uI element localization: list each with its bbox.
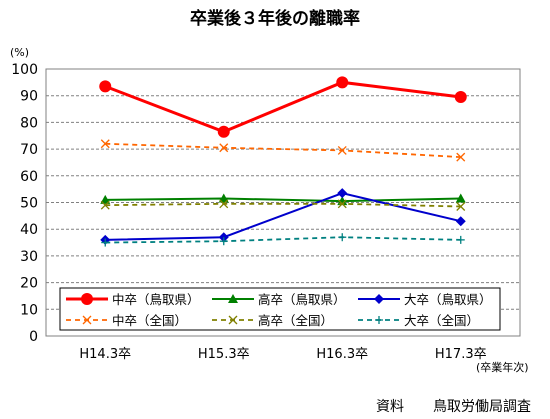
data-point — [100, 194, 111, 204]
y-tick-label: 10 — [20, 302, 38, 318]
y-tick-label: 70 — [20, 142, 38, 158]
data-point — [375, 316, 383, 324]
legend-label: 大卒（鳥取県） — [404, 292, 492, 307]
data-point — [81, 293, 93, 305]
x-tick-label: H17.3卒 — [435, 347, 487, 362]
data-point — [101, 238, 110, 247]
data-point — [82, 315, 92, 325]
data-point — [337, 188, 348, 199]
series-line — [105, 197, 461, 203]
data-point — [218, 232, 229, 243]
y-tick-label: 60 — [20, 169, 38, 185]
y-tick-label: 0 — [29, 329, 38, 345]
legend-box — [59, 287, 501, 331]
source-value: 鳥取労働局調査 — [433, 399, 531, 415]
y-tick-label: 80 — [20, 115, 38, 131]
x-axis-suffix: (卒業年次) — [476, 361, 529, 374]
y-tick-label: 20 — [20, 276, 38, 292]
x-tick-label: H15.3卒 — [198, 347, 250, 362]
data-point — [336, 76, 349, 89]
data-point — [228, 294, 238, 303]
data-point — [217, 125, 230, 138]
data-point — [218, 193, 229, 203]
series-line — [104, 80, 461, 134]
data-point — [337, 145, 347, 155]
data-point — [456, 235, 465, 244]
series-line — [105, 192, 461, 241]
y-tick-label: 40 — [20, 222, 38, 238]
chart-title: 卒業後３年後の離職率 — [190, 9, 360, 29]
source-label: 資料 — [376, 399, 404, 415]
legend-label: 高卒（鳥取県） — [258, 292, 346, 307]
legend-label: 中卒（鳥取県） — [112, 292, 200, 307]
y-tick-label: 30 — [20, 249, 38, 265]
y-tick-label: 50 — [20, 196, 38, 212]
x-tick-label: H16.3卒 — [316, 347, 368, 362]
data-point — [99, 80, 112, 93]
data-point — [338, 233, 347, 242]
y-tick-label: 100 — [11, 62, 38, 78]
data-point — [455, 216, 466, 227]
y-tick-label: 90 — [20, 89, 38, 105]
data-point — [219, 237, 228, 246]
data-point — [456, 152, 466, 162]
legend-label: 大卒（全国） — [404, 313, 479, 328]
y-axis-unit: (%) — [10, 46, 30, 59]
legend-label: 高卒（全国） — [258, 313, 333, 328]
data-point — [219, 143, 229, 153]
data-point — [374, 294, 384, 304]
legend-label: 中卒（全国） — [112, 313, 187, 328]
data-point — [228, 315, 238, 325]
data-point — [337, 199, 347, 209]
x-tick-label: H14.3卒 — [79, 347, 131, 362]
data-point — [454, 91, 467, 104]
data-point — [337, 196, 348, 206]
data-point — [219, 199, 229, 209]
data-point — [100, 200, 110, 210]
data-point — [456, 202, 466, 211]
data-point — [100, 139, 110, 149]
data-point — [455, 193, 466, 203]
